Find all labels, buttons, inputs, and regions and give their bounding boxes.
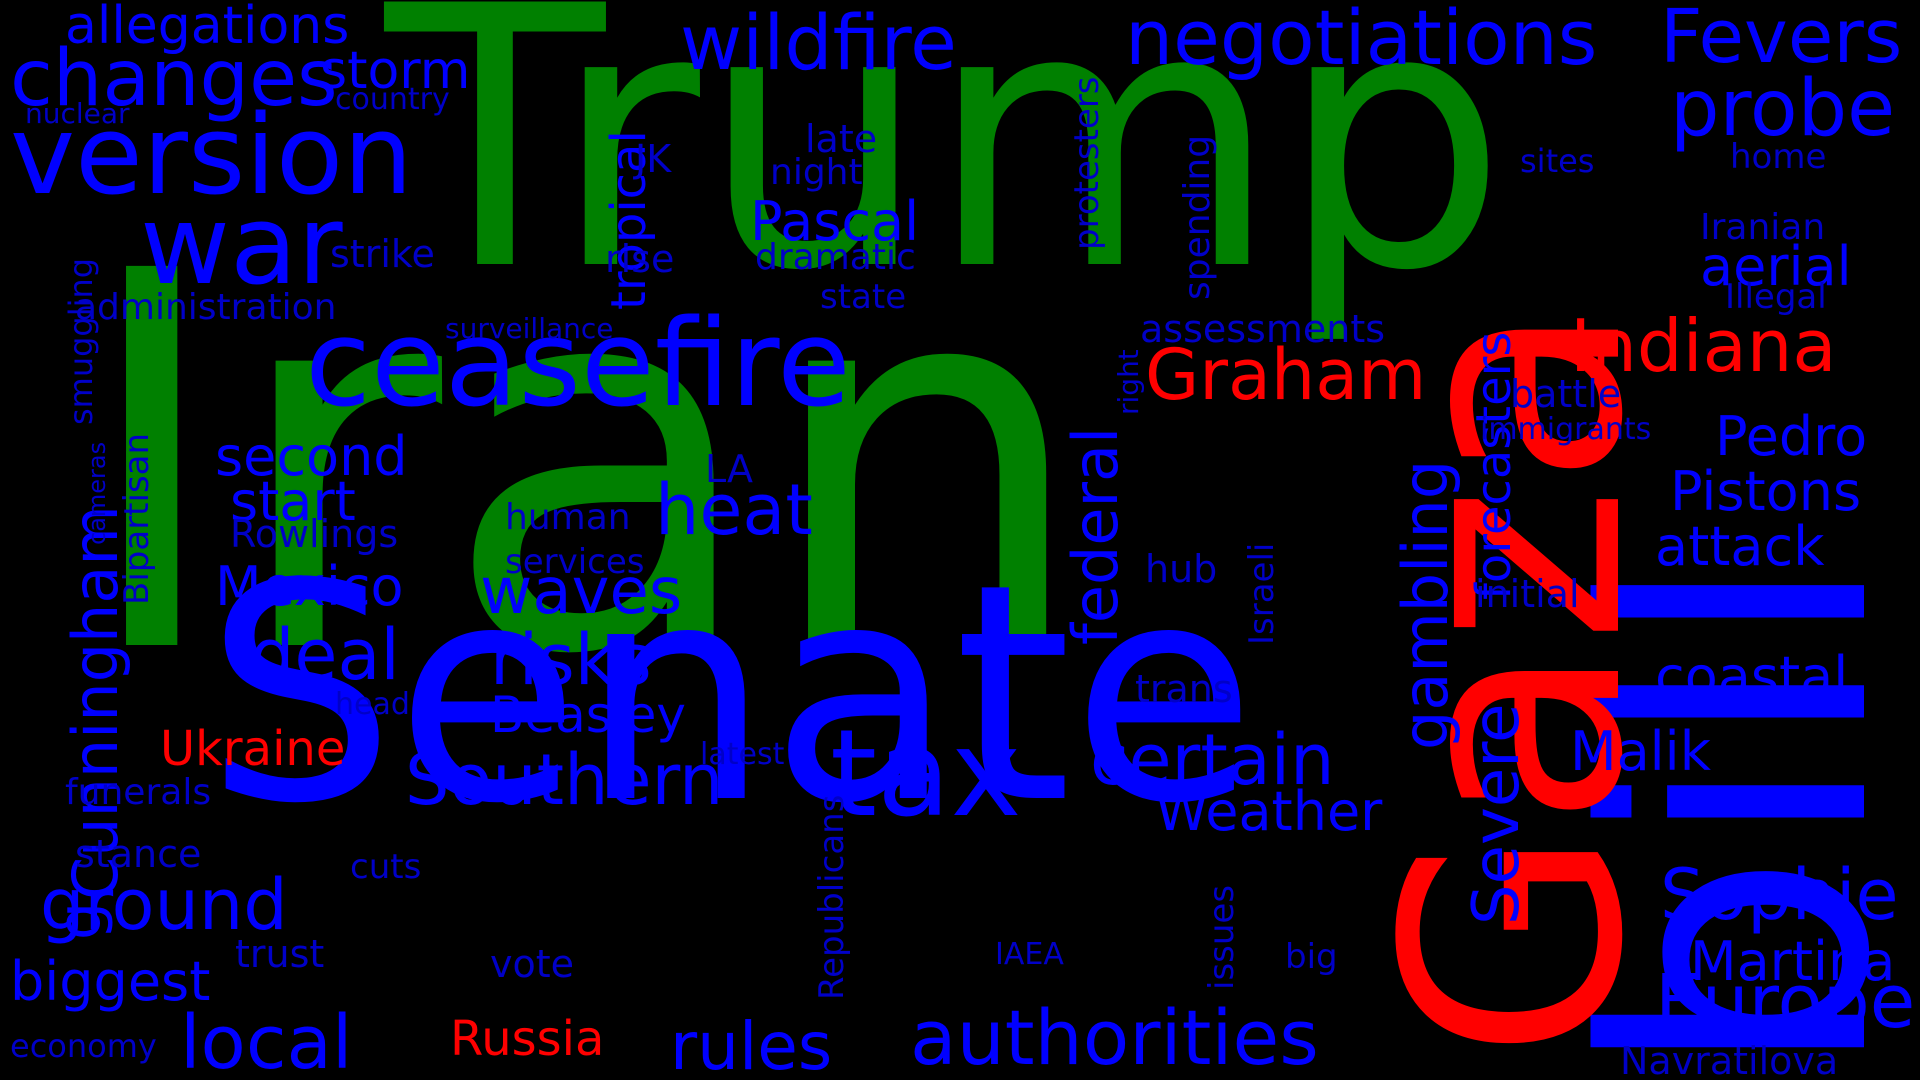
word-deal: deal <box>250 614 400 696</box>
word-graham: Graham <box>1145 334 1427 416</box>
word-probe: probe <box>1670 64 1896 154</box>
word-administration: administration <box>75 287 337 328</box>
word-senate: Senate <box>205 520 1257 869</box>
word-jk: JK <box>635 137 672 181</box>
word-ground: ground <box>40 864 288 946</box>
word-ceasefire: ceasefire <box>305 295 851 434</box>
word-home: home <box>1730 137 1827 177</box>
word-human: human <box>505 497 631 538</box>
word-cuts: cuts <box>350 847 422 887</box>
word-gambling: gambling <box>1389 459 1462 750</box>
word-risks: risks <box>490 619 652 701</box>
word-biggest: biggest <box>10 950 211 1013</box>
word-coastal: coastal <box>1655 645 1849 708</box>
word-dramatic: dramatic <box>755 237 916 278</box>
word-economy: economy <box>10 1027 157 1065</box>
word-wildfire: wildfire <box>680 0 957 87</box>
word-vote: vote <box>490 942 575 986</box>
word-sites: sites <box>1520 142 1595 180</box>
word-spending: spending <box>1177 134 1218 300</box>
word-southern: Southern <box>405 739 724 821</box>
word-start: start <box>230 470 356 533</box>
word-head: head <box>335 687 410 722</box>
word-latest: latest <box>700 737 785 772</box>
word-pistons: Pistons <box>1670 460 1862 523</box>
word-initial: initial <box>1475 572 1580 616</box>
word-surveillance: surveillance <box>445 312 614 345</box>
word-waves: waves <box>480 555 683 629</box>
word-iran: Iran <box>75 162 1091 768</box>
word-cameras: cameras <box>83 441 111 545</box>
word-weather: Weather <box>1155 780 1383 843</box>
word-smuggling: smuggling <box>62 257 100 425</box>
word-country: country <box>335 82 450 117</box>
word-federal: federal <box>1059 426 1132 645</box>
word-malik: Malik <box>1570 720 1711 783</box>
word-battle: battle <box>1510 372 1622 416</box>
word-allegations: allegations <box>65 0 350 56</box>
word-tax: tax <box>830 705 1022 844</box>
word-trust: trust <box>235 932 325 976</box>
word-iaea: IAEA <box>995 937 1064 972</box>
word-europe: Europe <box>1655 959 1916 1045</box>
word-israeli: Israeli <box>1242 542 1282 645</box>
word-strike: strike <box>330 232 435 276</box>
word-russia: Russia <box>450 1011 605 1067</box>
word-sophie: Sophie <box>1660 854 1899 936</box>
word-la: LA <box>705 447 754 491</box>
word-right: right <box>1112 349 1145 415</box>
word-issues: issues <box>1202 884 1242 990</box>
word-attack: attack <box>1655 515 1825 578</box>
word-second: second <box>215 425 408 488</box>
word-pascal: Pascal <box>750 190 920 253</box>
word-storm: storm <box>320 41 471 101</box>
word-funerals: funerals <box>65 772 212 813</box>
word-assessments: assessments <box>1140 307 1386 351</box>
word-protesters: protesters <box>1067 76 1107 250</box>
word-immigrants: immigrants <box>1480 412 1652 447</box>
word-hub: hub <box>1145 547 1218 591</box>
word-severe: Severe <box>1460 703 1534 925</box>
word-stance: stance <box>75 832 202 876</box>
word-bipartisan: Bipartisan <box>117 432 157 605</box>
word-pedro: Pedro <box>1715 405 1868 468</box>
word-version: version <box>10 91 413 219</box>
word-night: night <box>770 152 863 193</box>
word-trans: trans <box>1135 667 1233 711</box>
word-changes: changes <box>10 34 338 124</box>
word-services: services <box>505 542 645 582</box>
word-martina: Martina <box>1690 930 1896 993</box>
word-war: war <box>140 181 343 309</box>
word-late: late <box>805 117 878 161</box>
word-republicans: Republicans <box>812 794 852 1000</box>
word-authorities: authorities <box>910 993 1319 1080</box>
word-rules: rules <box>670 1008 833 1080</box>
word-heat: heat <box>655 469 813 551</box>
word-big: big <box>1285 937 1338 977</box>
word-trump: Trump <box>385 0 1508 349</box>
word-beasley: Beasley <box>490 686 686 744</box>
word-indiana: Indiana <box>1570 304 1837 388</box>
word-certain: certain <box>1090 719 1335 801</box>
word-local: local <box>180 1000 353 1080</box>
word-ukraine: Ukraine <box>160 721 346 777</box>
word-state: state <box>820 277 907 317</box>
word-navratilova: Navratilova <box>1620 1039 1839 1080</box>
word-iranian: Iranian <box>1700 207 1826 248</box>
word-rowlings: Rowlings <box>230 512 399 556</box>
word-fevers: Fevers <box>1660 0 1903 80</box>
word-g: g <box>45 901 115 940</box>
word-negotiations: negotiations <box>1125 0 1598 82</box>
word-nuclear: nuclear <box>25 97 130 130</box>
word-mexico: Mexico <box>215 555 404 618</box>
word-illegal: Illegal <box>1725 277 1827 317</box>
word-aerial: aerial <box>1700 235 1852 298</box>
word-rise: rise <box>605 237 675 281</box>
